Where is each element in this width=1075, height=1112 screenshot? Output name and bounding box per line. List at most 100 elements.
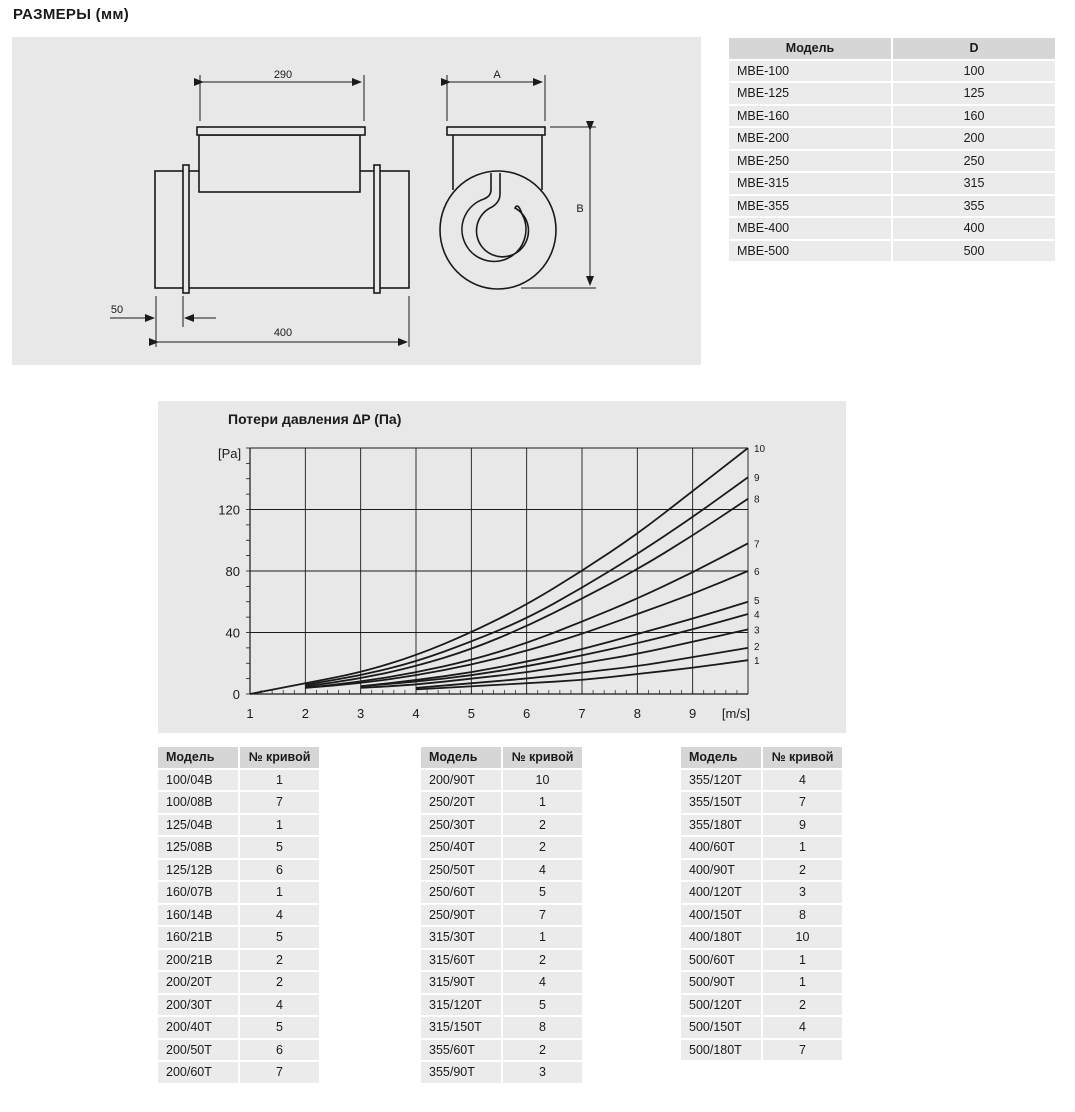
value-cell: 5: [240, 837, 319, 858]
value-cell: 400: [893, 218, 1055, 239]
model-cell: 250/60T: [421, 882, 501, 903]
model-cell: 160/07B: [158, 882, 238, 903]
table-row: MBE-200 200: [729, 128, 1055, 149]
table-row: 200/50T 6: [158, 1039, 319, 1060]
y-tick-label: 80: [226, 564, 240, 579]
value-cell: 160: [893, 105, 1055, 126]
model-cell: MBE-315: [729, 173, 891, 194]
value-cell: 3: [763, 882, 842, 903]
value-cell: 2: [503, 1039, 582, 1060]
value-cell: 250: [893, 150, 1055, 171]
value-cell: 1: [240, 882, 319, 903]
value-cell: 100: [893, 60, 1055, 81]
header-model: Модель: [681, 747, 761, 768]
table-row: 355/180T 9: [681, 814, 842, 835]
table-row: 315/60T 2: [421, 949, 582, 970]
value-cell: 4: [763, 769, 842, 790]
dim-label-50: 50: [111, 304, 123, 316]
table-row: 100/08B 7: [158, 792, 319, 813]
value-cell: 10: [763, 927, 842, 948]
header-model: Модель: [421, 747, 501, 768]
curve-label-7: 7: [754, 539, 760, 550]
value-cell: 5: [240, 1017, 319, 1038]
table-row: MBE-125 125: [729, 83, 1055, 104]
value-cell: 7: [503, 904, 582, 925]
model-cell: 400/60T: [681, 837, 761, 858]
curve-table-1: Модель № кривой 100/04B 1 100/08B 7 125/04B 1 1…: [156, 745, 321, 1085]
y-tick-label: 40: [226, 626, 240, 641]
model-cell: 315/120T: [421, 994, 501, 1015]
x-tick-label: 7: [578, 706, 585, 721]
header-model: Модель: [158, 747, 238, 768]
table-row: 250/60T 5: [421, 882, 582, 903]
x-tick-label: 3: [357, 706, 364, 721]
value-cell: 10: [503, 769, 582, 790]
value-cell: 5: [503, 882, 582, 903]
value-cell: 1: [240, 814, 319, 835]
value-cell: 355: [893, 195, 1055, 216]
y-tick-label: 0: [233, 687, 240, 702]
model-cell: 200/50T: [158, 1039, 238, 1060]
value-cell: 7: [763, 1039, 842, 1060]
curve-label-1: 1: [754, 656, 760, 667]
curve-7: [305, 542, 749, 689]
value-cell: 1: [240, 769, 319, 790]
model-cell: 125/08B: [158, 837, 238, 858]
x-axis-label: [m/s]: [722, 706, 750, 721]
table-row: MBE-355 355: [729, 195, 1055, 216]
value-cell: 5: [503, 994, 582, 1015]
value-cell: 2: [763, 994, 842, 1015]
value-cell: 2: [763, 859, 842, 880]
model-cell: 500/120T: [681, 994, 761, 1015]
table-row: 400/60T 1: [681, 837, 842, 858]
model-cell: 200/60T: [158, 1062, 238, 1083]
y-axis-label: [Pa]: [218, 446, 241, 461]
model-cell: 200/40T: [158, 1017, 238, 1038]
curve-3: [360, 628, 749, 689]
end-dimensions: [441, 75, 596, 289]
model-cell: 315/150T: [421, 1017, 501, 1038]
table-row: 355/150T 7: [681, 792, 842, 813]
model-cell: MBE-160: [729, 105, 891, 126]
header-model: Модель: [729, 38, 891, 59]
model-cell: 500/90T: [681, 972, 761, 993]
curve-label-6: 6: [754, 567, 760, 578]
table-row: 160/21B 5: [158, 927, 319, 948]
model-cell: 100/04B: [158, 769, 238, 790]
model-cell: 400/150T: [681, 904, 761, 925]
table-row: 400/120T 3: [681, 882, 842, 903]
end-view: [439, 126, 557, 290]
value-cell: 2: [503, 837, 582, 858]
value-cell: 7: [240, 1062, 319, 1083]
model-cell: 250/20T: [421, 792, 501, 813]
dim-label-b: B: [576, 203, 583, 215]
value-cell: 2: [240, 949, 319, 970]
value-cell: 1: [503, 927, 582, 948]
side-view: [154, 126, 410, 294]
value-cell: 8: [763, 904, 842, 925]
table-row: 125/12B 6: [158, 859, 319, 880]
model-cell: MBE-200: [729, 128, 891, 149]
value-cell: 1: [763, 972, 842, 993]
x-tick-label: 6: [523, 706, 530, 721]
x-tick-label: 5: [468, 706, 475, 721]
table-row: 500/150T 4: [681, 1017, 842, 1038]
table-row: 500/60T 1: [681, 949, 842, 970]
value-cell: 2: [503, 949, 582, 970]
x-tick-label: 4: [412, 706, 419, 721]
table-row: 100/04B 1: [158, 769, 319, 790]
table-row: 500/120T 2: [681, 994, 842, 1015]
value-cell: 2: [503, 814, 582, 835]
model-cell: 355/150T: [681, 792, 761, 813]
curve-8: [305, 497, 749, 688]
table-row: 315/30T 1: [421, 927, 582, 948]
x-tick-label: 9: [689, 706, 696, 721]
value-cell: 8: [503, 1017, 582, 1038]
value-cell: 315: [893, 173, 1055, 194]
value-cell: 4: [240, 904, 319, 925]
model-cell: 200/21B: [158, 949, 238, 970]
value-cell: 6: [240, 1039, 319, 1060]
value-cell: 500: [893, 240, 1055, 261]
model-cell: 160/21B: [158, 927, 238, 948]
curve-2: [415, 646, 749, 689]
